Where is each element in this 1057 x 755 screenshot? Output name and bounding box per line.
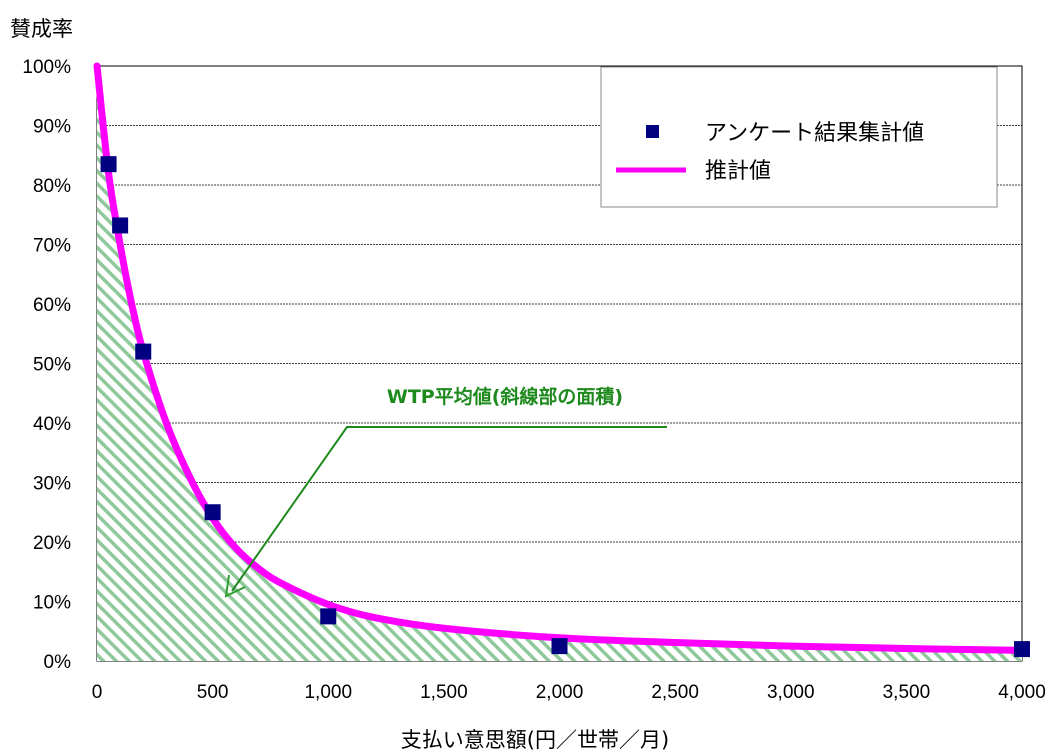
y-tick-label: 60% [33,295,71,316]
annotation-label: WTP平均値(斜線部の面積) [387,385,623,408]
x-tick-label: 3,500 [883,682,931,703]
x-tick-label: 3,000 [767,682,815,703]
survey-marker [101,156,117,172]
x-axis-title: 支払い意思額(円／世帯／月) [401,728,669,752]
y-tick-label: 10% [33,593,71,614]
x-tick-label: 500 [197,682,229,703]
y-axis-title: 賛成率 [10,17,73,41]
y-tick-labels: 0% 10% 20% 30% 40% 50% 60% 70% 80% 90% 100% [22,57,71,673]
y-tick-label: 70% [33,236,71,257]
legend-marker-swatch [646,125,659,138]
y-tick-label: 80% [33,176,71,197]
x-tick-label: 1,000 [304,682,352,703]
legend-label-survey: アンケート結果集計値 [705,121,924,146]
y-tick-label: 0% [44,652,72,673]
x-tick-labels: 0 500 1,000 1,500 2,000 2,500 3,000 3,500 4,000 [92,682,1046,703]
survey-marker [205,504,221,520]
y-tick-label: 20% [33,533,71,554]
y-tick-label: 90% [33,117,71,138]
survey-marker [135,344,151,360]
y-tick-label: 50% [33,355,71,376]
x-tick-label: 2,000 [536,682,584,703]
x-tick-label: 0 [92,682,103,703]
legend: アンケート結果集計値 推計値 [601,67,997,207]
y-tick-label: 100% [22,57,71,78]
x-tick-label: 1,500 [420,682,468,703]
x-tick-label: 4,000 [998,682,1046,703]
legend-label-estimate: 推計値 [705,159,771,184]
survey-marker [320,608,336,624]
survey-marker [552,638,568,654]
survey-marker [1014,641,1030,657]
survey-marker [112,217,128,233]
y-tick-label: 40% [33,414,71,435]
x-tick-label: 2,500 [651,682,699,703]
y-tick-label: 30% [33,474,71,495]
